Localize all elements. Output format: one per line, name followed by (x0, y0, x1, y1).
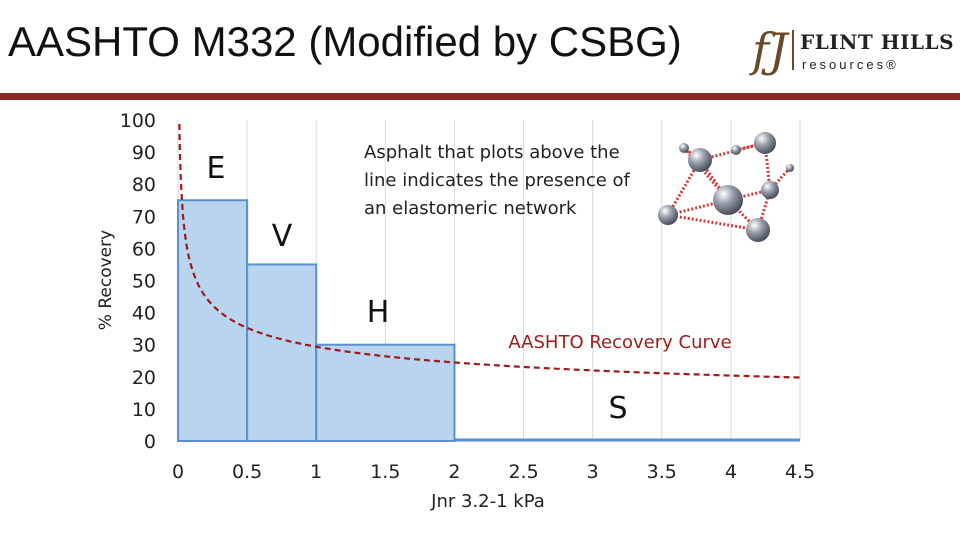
x-tick-label-1: 0.5 (232, 461, 262, 483)
x-tick-label-4: 2 (448, 461, 460, 483)
slide-title: AASHTO M332 (Modified by CSBG) (8, 18, 682, 65)
grade-label-E: E (207, 151, 226, 186)
x-tick-label-9: 4.5 (785, 461, 815, 483)
y-tick-label-7: 70 (132, 206, 156, 228)
network-link-6 (726, 198, 760, 232)
grade-step-E (177, 199, 249, 442)
aashto-recovery-curve (178, 123, 801, 379)
x-tick-label-3: 1.5 (370, 461, 400, 483)
logo-divider (792, 30, 794, 70)
y-tick-label-9: 90 (132, 142, 156, 164)
y-tick-label-8: 80 (132, 174, 156, 196)
title-divider (0, 93, 960, 100)
x-tick-label-6: 3 (587, 461, 599, 483)
network-node-0 (688, 148, 712, 172)
note-line-1: Asphalt that plots above the (364, 142, 620, 163)
logo-subtitle: resources® (802, 57, 899, 72)
network-node-7 (731, 145, 741, 155)
logo-mark: fJ (752, 23, 788, 77)
grade-step-H (315, 343, 456, 443)
x-tick-label-8: 4 (725, 461, 737, 483)
company-logo: fJ FLINT HILLS resources® (750, 22, 954, 78)
recovery-curve-group (178, 123, 801, 379)
x-tick-label-5: 2.5 (508, 461, 538, 483)
network-node-2 (713, 185, 743, 215)
note-line-2: line indicates the presence of (364, 170, 631, 191)
network-node-5 (746, 218, 770, 242)
network-node-8 (786, 164, 794, 172)
x-tick-labels: 0 0.5 1 1.5 2 2.5 3 3.5 4 4.5 (172, 461, 815, 483)
network-node-1 (754, 132, 776, 154)
grade-label-V: V (272, 219, 293, 254)
y-tick-label-0: 0 (144, 431, 156, 453)
grade-step-V (246, 263, 318, 443)
y-tick-label-3: 30 (132, 335, 156, 357)
x-tick-label-7: 3.5 (647, 461, 677, 483)
note-line-3: an elastomeric network (364, 198, 577, 219)
elastomeric-network-illustration (658, 132, 794, 242)
grade-steps: E V H S (177, 151, 800, 443)
y-tick-label-6: 60 (132, 238, 156, 260)
y-tick-labels: 0 10 20 30 40 50 60 70 80 90 100 (120, 110, 156, 453)
network-link-8 (667, 213, 759, 232)
x-tick-label-0: 0 (172, 461, 184, 483)
curve-label: AASHTO Recovery Curve (508, 332, 731, 353)
grade-label-S: S (608, 391, 627, 426)
chart-labels: % Recovery Jnr 3.2-1 kPa AASHTO Recovery… (96, 142, 732, 512)
logo-name: FLINT HILLS (800, 30, 955, 54)
y-tick-label-1: 10 (132, 399, 156, 421)
x-axis-label: Jnr 3.2-1 kPa (430, 491, 545, 512)
y-tick-label-4: 40 (132, 303, 156, 325)
y-tick-label-10: 100 (120, 110, 156, 132)
network-link-7 (756, 189, 772, 231)
grade-label-H: H (367, 295, 390, 330)
y-tick-label-2: 20 (132, 367, 156, 389)
network-node-6 (679, 143, 689, 153)
network-node-4 (658, 205, 678, 225)
network-link-4 (666, 159, 702, 216)
network-link-3 (727, 188, 771, 202)
x-tick-label-2: 1 (310, 461, 322, 483)
y-axis-label: % Recovery (96, 230, 116, 330)
network-node-3 (761, 181, 779, 199)
y-tick-label-5: 50 (132, 271, 156, 293)
